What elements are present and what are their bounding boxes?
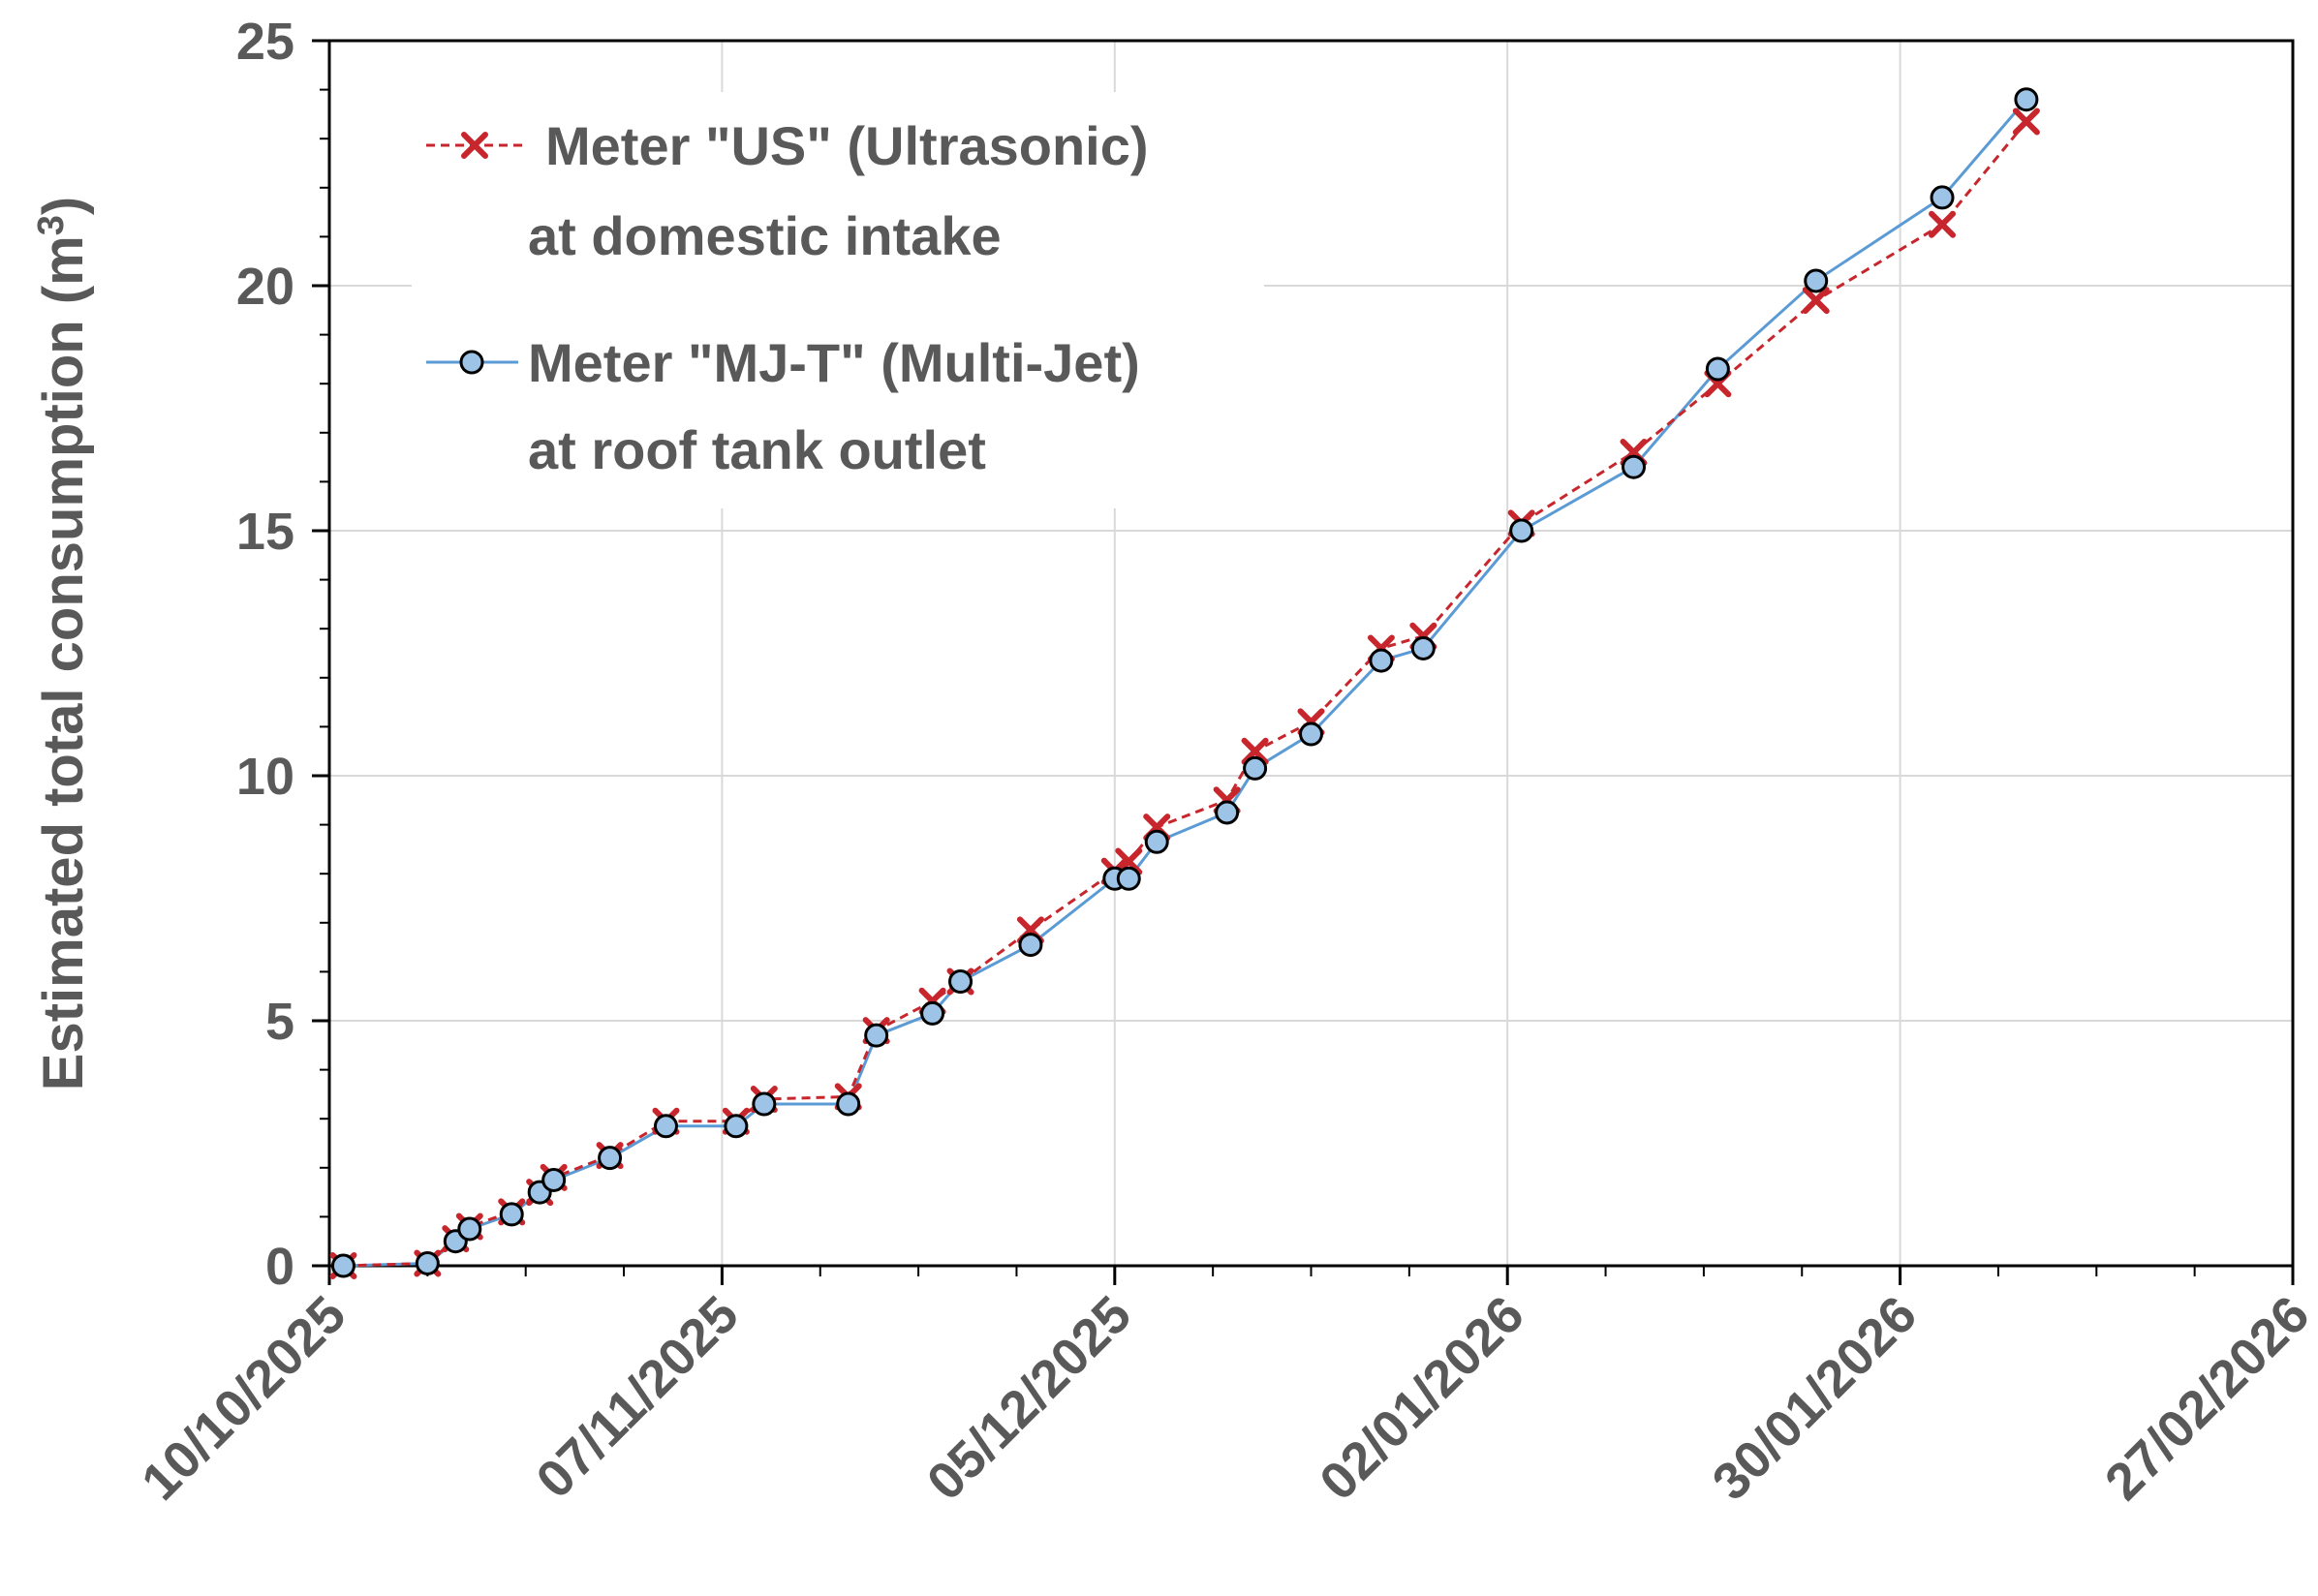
cross-stroke [1115, 847, 1143, 875]
x-tick-label: 27/02/2026 [2094, 1285, 2318, 1512]
data-point-mj-t [1705, 356, 1730, 382]
data-point-mj-t [752, 1091, 777, 1117]
data-point-mj-t [948, 969, 974, 995]
data-point-us [1929, 210, 1957, 238]
y-axis-title-end: ) [32, 197, 95, 215]
data-point-mj-t [1299, 721, 1323, 747]
data-point-mj-t [1243, 755, 1268, 781]
legend-label-us: Meter "US" (Ultrasonic) [545, 115, 1149, 176]
plot-frame [327, 39, 2295, 1268]
y-axis-title-superscript: 3 [31, 215, 72, 235]
data-point-mj-t [2014, 87, 2039, 112]
data-point-mj-t [864, 1023, 889, 1048]
data-point-mj-t [1116, 866, 1141, 891]
x-tick-label: 30/01/2026 [1702, 1285, 1929, 1512]
data-point-mj-t [724, 1114, 749, 1139]
legend-box [412, 92, 1264, 508]
data-point-mj-t [330, 1253, 355, 1278]
y-tick-label: 0 [265, 1238, 294, 1296]
cross-stroke [461, 132, 488, 159]
legend-label-mj-t-line2: at roof tank outlet [528, 419, 986, 480]
data-point-mj-t [1369, 648, 1394, 673]
data-point-mj-t [1509, 518, 1534, 543]
data-point-mj-t [1144, 829, 1169, 854]
data-point-mj-t [598, 1146, 623, 1171]
data-point-mj-t [836, 1091, 861, 1117]
x-tick-label: 05/12/2025 [916, 1285, 1143, 1512]
y-tick-label: 25 [236, 13, 294, 71]
data-point-mj-t [653, 1114, 678, 1139]
legend-marker-us [461, 132, 488, 159]
x-tick-label: 07/11/2025 [525, 1285, 749, 1509]
data-point-us [1802, 287, 1830, 315]
data-point-mj-t [1410, 635, 1436, 660]
y-tick-label: 5 [265, 993, 294, 1051]
data-point-mj-t [1804, 268, 1829, 293]
legend-label-us-line2: at domestic intake [528, 205, 1002, 266]
data-point-mj-t [499, 1202, 524, 1227]
x-tick-label: 02/01/2026 [1309, 1285, 1535, 1512]
cross-stroke [2012, 107, 2040, 136]
data-point-mj-t [1930, 185, 1955, 210]
cross-stroke [1802, 287, 1830, 315]
data-point-mj-t [1215, 800, 1240, 825]
y-tick-label: 20 [236, 258, 294, 316]
x-tick-label: 10/10/2025 [131, 1285, 357, 1512]
data-point-mj-t [541, 1167, 567, 1192]
series-line-us [343, 120, 2028, 1268]
y-axis-title-main: Estimated total consumption (m [32, 235, 95, 1090]
legend: Meter "US" (Ultrasonic) at domestic intak… [412, 92, 1264, 508]
data-point-mj-t [1018, 933, 1043, 958]
data-point-mj-t [415, 1250, 440, 1275]
cross-stroke [1241, 737, 1269, 765]
data-point-us [1115, 847, 1143, 875]
y-axis-title: Estimated total consumption (m3) [31, 197, 95, 1090]
series-layer [329, 87, 2040, 1279]
y-tick-label: 10 [236, 748, 294, 806]
axes [312, 39, 2295, 1285]
cross-stroke [1929, 210, 1957, 238]
data-point-mj-t [457, 1216, 482, 1242]
data-point-mj-t [1622, 454, 1647, 479]
legend-marker-mj-t [459, 350, 484, 375]
legend-label-mj-t: Meter "MJ-T" (Multi-Jet) [528, 332, 1140, 393]
data-point-us [1241, 737, 1269, 765]
data-point-mj-t [920, 1000, 945, 1026]
data-point-us [2012, 107, 2040, 136]
y-tick-label: 15 [236, 503, 294, 561]
